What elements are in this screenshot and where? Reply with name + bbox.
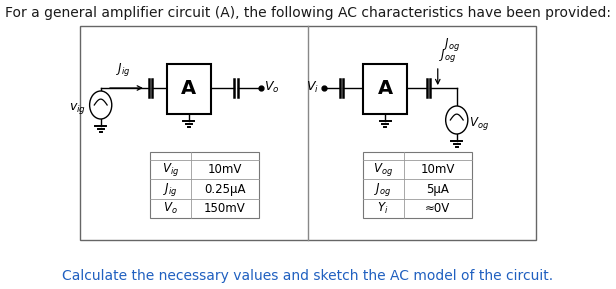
Bar	[167, 64, 211, 114]
Bar	[363, 152, 472, 218]
Text: Calculate the necessary values and sketch the AC model of the circuit.: Calculate the necessary values and sketc…	[62, 269, 554, 283]
Circle shape	[445, 106, 468, 134]
Bar	[150, 152, 259, 218]
Text: $\mathit{V_{og}}$: $\mathit{V_{og}}$	[469, 116, 489, 132]
Circle shape	[89, 91, 111, 119]
Bar	[80, 26, 536, 240]
Text: 150mV: 150mV	[204, 202, 246, 215]
Text: A: A	[181, 79, 197, 99]
Text: $\mathit{V_{og}}$: $\mathit{V_{og}}$	[373, 161, 393, 178]
Text: ≈0V: ≈0V	[425, 202, 450, 215]
Text: A: A	[378, 79, 393, 99]
Text: $\mathit{V_{ig}}$: $\mathit{V_{ig}}$	[162, 161, 179, 178]
Text: $\mathit{V_o}$: $\mathit{V_o}$	[264, 79, 280, 95]
Text: 5μA: 5μA	[426, 182, 449, 195]
Text: 10mV: 10mV	[208, 163, 242, 176]
Text: $\mathit{V_o}$: $\mathit{V_o}$	[163, 201, 177, 216]
Text: $\mathit{V_i}$: $\mathit{V_i}$	[306, 79, 319, 95]
Text: $\mathit{J_{og}}$: $\mathit{J_{og}}$	[442, 36, 460, 53]
Text: For a general amplifier circuit (A), the following AC characteristics have been : For a general amplifier circuit (A), the…	[5, 6, 611, 20]
Text: $\mathit{v_{ig}}$: $\mathit{v_{ig}}$	[70, 101, 86, 116]
Text: 0.25μA: 0.25μA	[204, 182, 246, 195]
Text: 10mV: 10mV	[421, 163, 455, 176]
Text: $\mathit{J_{og}}$: $\mathit{J_{og}}$	[375, 181, 392, 197]
Text: $\mathit{J_{og}}$: $\mathit{J_{og}}$	[439, 47, 456, 64]
Text: $\mathit{J_{ig}}$: $\mathit{J_{ig}}$	[163, 181, 177, 197]
Text: $\mathit{J_{ig}}$: $\mathit{J_{ig}}$	[116, 61, 131, 78]
Text: $\mathit{Y_i}$: $\mathit{Y_i}$	[378, 201, 389, 216]
Bar	[363, 64, 407, 114]
